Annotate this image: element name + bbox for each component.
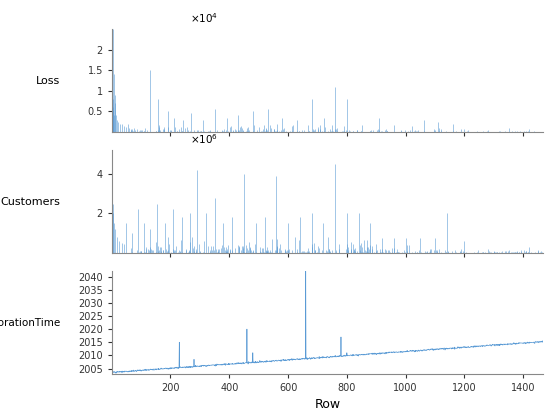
X-axis label: Row: Row: [315, 399, 340, 411]
Y-axis label: Loss: Loss: [36, 76, 60, 86]
Text: $\times10^4$: $\times10^4$: [190, 11, 218, 25]
Y-axis label: Customers: Customers: [1, 197, 60, 207]
Y-axis label: RestorationTime: RestorationTime: [0, 318, 60, 328]
Text: $\times10^6$: $\times10^6$: [190, 132, 218, 146]
